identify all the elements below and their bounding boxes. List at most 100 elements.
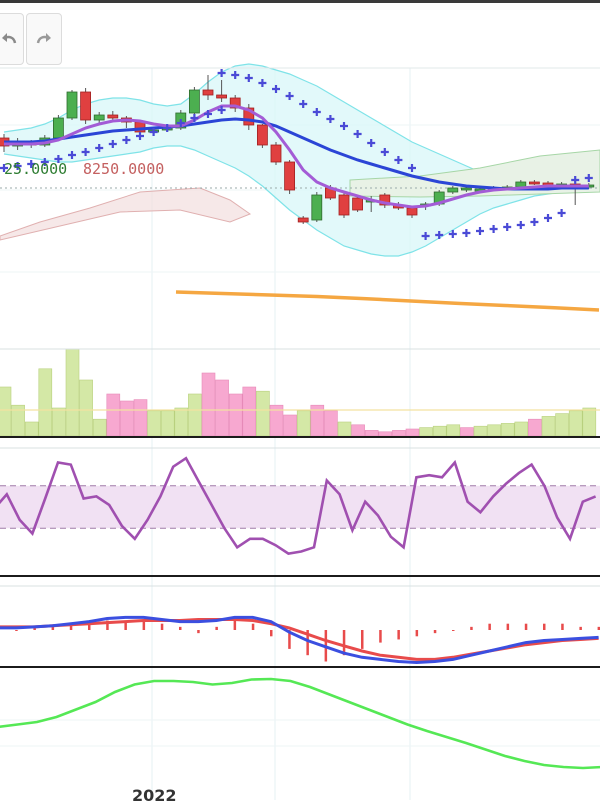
macd-histogram-bar	[452, 630, 455, 631]
psar-point	[340, 122, 348, 130]
redo-icon	[36, 33, 51, 44]
macd-histogram-bar	[251, 623, 255, 630]
volume-bar	[79, 379, 93, 437]
volume-bar	[500, 423, 515, 437]
psar-point	[231, 71, 240, 79]
candle	[53, 117, 64, 139]
rsi-panel	[0, 456, 600, 555]
macd-histogram-bar	[124, 620, 127, 630]
candle	[243, 107, 255, 126]
undo-button[interactable]	[0, 13, 24, 65]
volume-bar	[392, 430, 406, 437]
volume-bar	[432, 425, 447, 437]
price-label-left: 25.0000	[4, 160, 68, 178]
rsi-line	[0, 456, 597, 555]
candle	[188, 89, 200, 114]
volume-bar	[378, 431, 393, 437]
psar-point	[95, 144, 104, 152]
cloud-area-left	[0, 187, 252, 241]
macd-histogram-bar	[470, 626, 473, 630]
panel-separators	[0, 67, 600, 668]
volume-bar	[487, 424, 501, 437]
ma-fast-line	[4, 104, 589, 209]
macd-line	[0, 615, 599, 665]
macd-histogram-bar	[342, 630, 346, 656]
psar-point	[326, 115, 335, 123]
volume-bar	[228, 393, 243, 437]
x-tick-label: 2022	[132, 786, 177, 805]
psar-point	[516, 221, 525, 229]
psar-point	[285, 92, 294, 100]
ma-slow-line	[4, 117, 589, 191]
macd-histogram-bar	[215, 626, 218, 630]
bollinger-lower	[3, 145, 589, 257]
chart-toolbar	[0, 3, 600, 67]
volume-bar	[528, 418, 542, 437]
psar-point	[557, 209, 566, 217]
macd-histogram-bar	[88, 623, 91, 630]
psar-point	[489, 225, 498, 233]
macd-histogram-bar	[15, 630, 18, 631]
volume-bar	[0, 386, 12, 437]
psar-point	[27, 160, 36, 168]
volume-bar	[188, 393, 202, 437]
psar-point	[0, 164, 8, 172]
macd-histogram-bar	[379, 630, 382, 643]
volume-bar	[283, 414, 297, 437]
volume-panel	[0, 348, 600, 437]
psar-point	[68, 151, 76, 159]
macd-panel	[0, 615, 600, 665]
candle	[379, 194, 391, 206]
candle	[270, 144, 282, 163]
psar-point	[149, 128, 158, 136]
candle	[216, 94, 228, 99]
cloud-area	[349, 149, 600, 198]
psar-point	[136, 132, 144, 140]
psar-point	[244, 74, 253, 82]
psar-point	[108, 140, 117, 148]
macd-histogram-bar	[506, 623, 510, 630]
psar-point	[584, 174, 593, 182]
redo-button[interactable]	[26, 13, 62, 65]
volume-bar	[460, 427, 474, 437]
macd-histogram-bar	[561, 623, 564, 630]
ma-long-line	[175, 290, 600, 312]
candle	[406, 207, 418, 216]
volume-bar	[174, 407, 189, 437]
volume-bar	[24, 421, 39, 437]
macd-histogram-bar	[543, 623, 546, 630]
psar-point	[462, 229, 471, 237]
psar-point	[81, 148, 90, 156]
volume-bar	[473, 425, 488, 437]
candle	[447, 187, 459, 193]
psar-point	[163, 124, 172, 132]
volume-bar	[38, 368, 53, 437]
volume-bar	[242, 386, 257, 437]
macd-histogram-bar	[524, 623, 528, 630]
psar-point	[544, 214, 552, 222]
macd-histogram-bar	[51, 626, 55, 630]
macd-histogram-bar	[433, 630, 437, 634]
rsi-band	[0, 485, 600, 529]
volume-bar	[555, 413, 569, 437]
psar-point	[312, 108, 321, 116]
volume-bar	[351, 424, 365, 437]
volume-bar	[582, 407, 597, 437]
candle	[256, 124, 268, 146]
psar-point	[448, 230, 457, 238]
volume-bar	[92, 418, 107, 437]
volume-bar	[133, 399, 148, 437]
volume-bar	[364, 430, 379, 437]
volume-bar	[514, 421, 529, 437]
volume-bar	[160, 410, 175, 437]
volume-bar	[541, 416, 556, 437]
psar-point	[421, 232, 430, 240]
volume-bar	[256, 390, 270, 437]
psar-point	[380, 148, 389, 156]
psar-point	[122, 136, 131, 144]
macd-histogram-bar	[142, 620, 146, 630]
candle	[460, 187, 472, 191]
psar-point	[258, 79, 267, 87]
volume-bar	[65, 348, 80, 437]
